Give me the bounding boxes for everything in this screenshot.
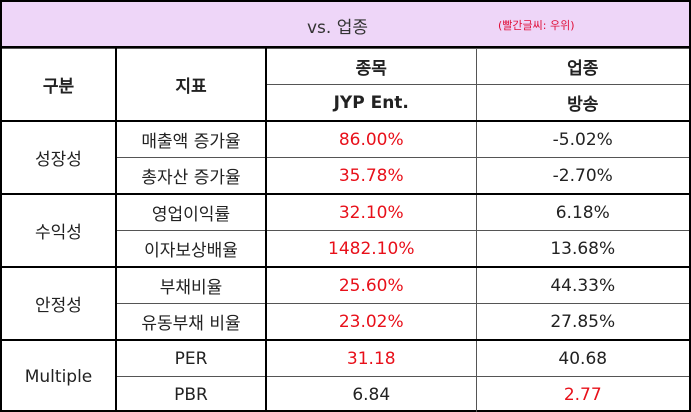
industry-value: -2.70%: [475, 157, 689, 195]
table-row: 총자산 증가율 35.78% -2.70%: [2, 157, 689, 195]
metric-name: 유동부채 비율: [115, 303, 267, 341]
industry-value: 27.85%: [475, 303, 689, 341]
stock-value: 35.78%: [265, 157, 477, 195]
header-metric: 지표: [115, 48, 267, 122]
table-row: 유동부채 비율 23.02% 27.85%: [2, 303, 689, 341]
header-industry: 업종: [475, 48, 689, 85]
stock-value: 1482.10%: [265, 230, 477, 268]
header-stock-name: JYP Ent.: [265, 84, 477, 122]
stock-value: 86.00%: [265, 120, 477, 158]
stock-value: 23.02%: [265, 303, 477, 341]
metric-name: PER: [115, 339, 267, 377]
industry-value: -5.02%: [475, 120, 689, 158]
stock-value: 25.60%: [265, 266, 477, 304]
metric-name: 부채비율: [115, 266, 267, 304]
title-bar: vs. 업종 (빨간글씨: 우위): [2, 2, 689, 48]
group-label: 수익성: [2, 193, 117, 268]
header-row-2: JYP Ent. 방송: [2, 84, 689, 122]
stock-value: 6.84: [265, 376, 477, 412]
group-label: Multiple: [2, 339, 117, 412]
metric-name: 이자보상배율: [115, 230, 267, 268]
table-row: Multiple PER 31.18 40.68: [2, 339, 689, 412]
table-row: 이자보상배율 1482.10% 13.68%: [2, 230, 689, 268]
group-label: 안정성: [2, 266, 117, 341]
title: vs. 업종: [307, 18, 369, 38]
industry-value: 44.33%: [475, 266, 689, 304]
stock-value: 32.10%: [265, 193, 477, 231]
industry-value: 40.68: [475, 339, 689, 377]
table-row: 안정성 부채비율 25.60% 44.33%: [2, 266, 689, 341]
table-row: PBR 6.84 2.77: [2, 376, 689, 412]
industry-value: 2.77: [475, 376, 689, 412]
metric-name: 매출액 증가율: [115, 120, 267, 158]
stock-value: 31.18: [265, 339, 477, 377]
industry-value: 6.18%: [475, 193, 689, 231]
metric-name: 영업이익률: [115, 193, 267, 231]
metrics-table: 구분 지표 종목 업종 JYP Ent. 방송 성장성 매출액 증가율 86.00%…: [2, 48, 689, 412]
table-row: 성장성 매출액 증가율 86.00% -5.02%: [2, 120, 689, 195]
metric-name: PBR: [115, 376, 267, 412]
legend-note: (빨간글씨: 우위): [498, 19, 575, 32]
group-label: 성장성: [2, 120, 117, 195]
header-industry-name: 방송: [475, 84, 689, 122]
header-stock: 종목: [265, 48, 477, 85]
industry-value: 13.68%: [475, 230, 689, 268]
header-category: 구분: [2, 48, 117, 122]
metric-name: 총자산 증가율: [115, 157, 267, 195]
table-row: 수익성 영업이익률 32.10% 6.18%: [2, 193, 689, 268]
header-row: 구분 지표 종목 업종: [2, 48, 689, 122]
